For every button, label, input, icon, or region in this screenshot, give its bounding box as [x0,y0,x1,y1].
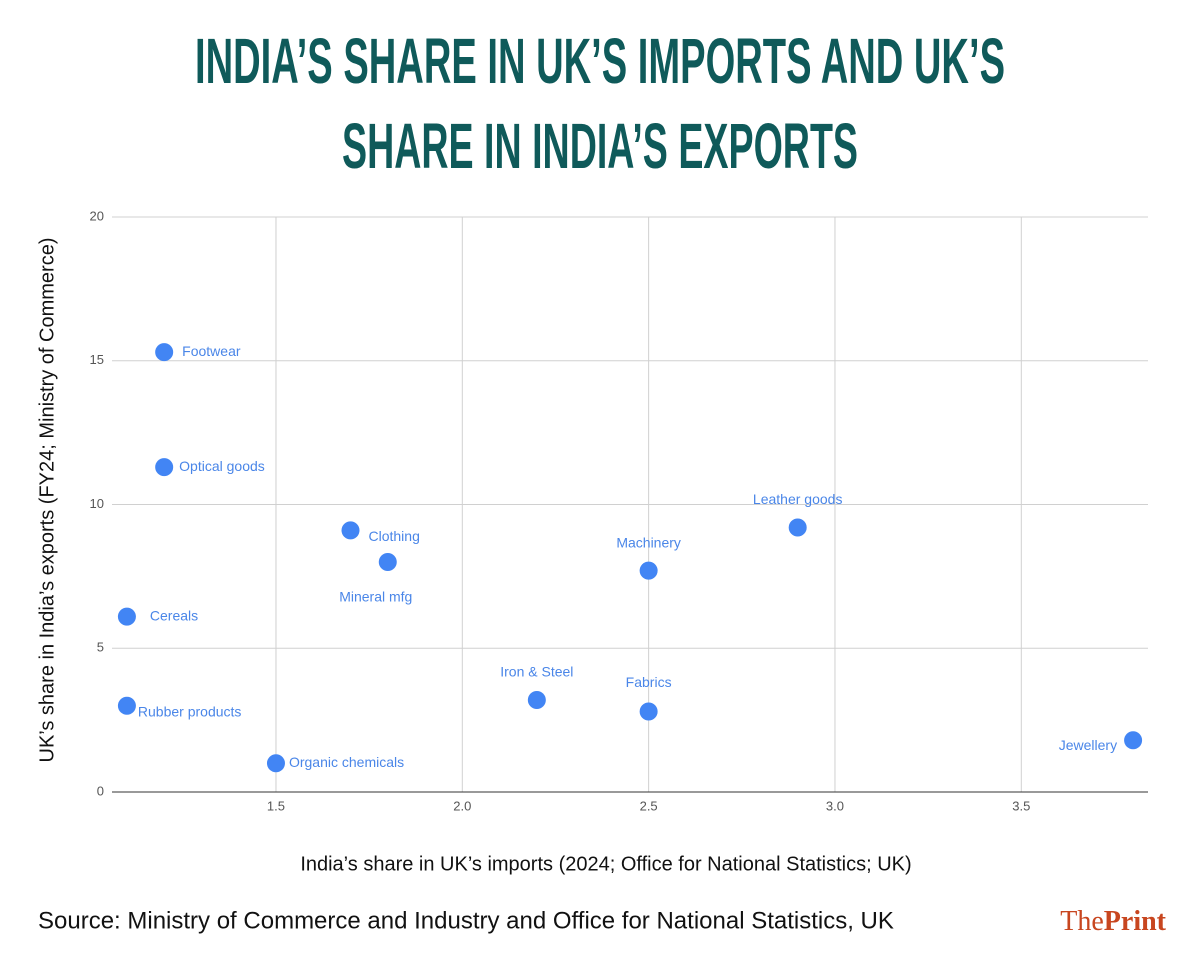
point-label: Clothing [369,528,420,544]
y-tick-label: 5 [97,640,104,655]
y-axis-label: UK’s share in India’s exports (FY24; Min… [36,238,58,763]
y-tick-label: 20 [90,208,104,223]
x-tick-label: 3.0 [826,798,844,813]
point [155,458,174,477]
point-label: Leather goods [753,491,843,507]
point [117,696,136,715]
brand-part: The [1060,906,1104,937]
point [527,691,546,709]
point-label: Footwear [182,343,241,359]
plot-area: 0 5 10 15 20 1.5 2.0 2.5 3.0 3.5 Footwear Optical g… [90,208,1148,813]
point-label: Cereals [150,607,198,623]
point-label: Jewellery [1059,737,1117,753]
point [639,702,658,721]
point [155,343,174,362]
x-tick-label: 2.0 [453,798,471,813]
x-axis-label: India’s share in UK’s imports (2024; Off… [300,853,911,875]
y-tick-label: 0 [97,783,104,798]
point [378,553,397,571]
x-tick-label: 3.5 [1012,798,1030,813]
point-label: Rubber products [138,703,242,719]
point-label: Machinery [616,534,681,550]
point [117,607,136,626]
chart-title: INDIA’S SHARE IN UK’S IMPORTS AND UK’S [195,25,1005,97]
point [1124,731,1143,750]
point-label: Organic chemicals [289,754,404,770]
y-tick-label: 10 [90,496,104,511]
source: Source: Ministry of Commerce and Industr… [38,907,894,934]
brand-logo: ThePrint [1060,906,1166,937]
point [639,561,658,580]
chart-title: SHARE IN INDIA’S EXPORTS [342,110,858,182]
x-tick-label: 2.5 [640,798,658,813]
point [788,518,807,537]
point-label: Mineral mfg [339,589,412,605]
point-label: Fabrics [626,674,672,690]
y-tick-label: 15 [90,352,104,367]
point-label: Iron & Steel [500,664,573,680]
point [341,521,360,540]
point-label: Optical goods [179,458,265,474]
x-tick-label: 1.5 [267,798,285,813]
brand-part: Print [1104,906,1167,937]
point [266,754,285,773]
